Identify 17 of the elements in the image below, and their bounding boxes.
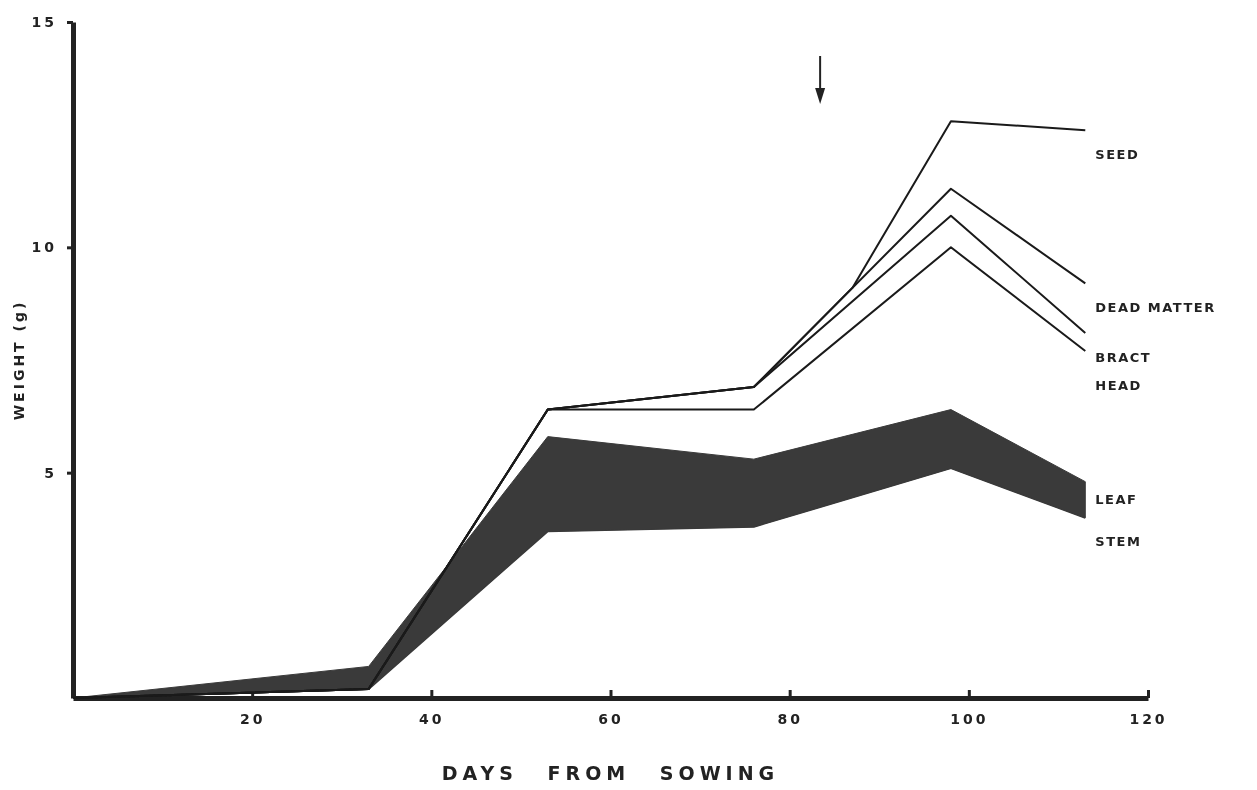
series-label: LEAF	[1095, 492, 1138, 508]
x-tick-label: 20	[239, 710, 266, 727]
y-tick-label: 15	[31, 13, 57, 30]
x-tick-label: 120	[1129, 710, 1168, 727]
series-label: STEM	[1095, 534, 1142, 550]
x-axis-title: DAYS FROM SOWING	[441, 762, 780, 784]
x-tick-label: 100	[950, 710, 989, 727]
y-axis-title: WEIGHT (g)	[11, 299, 27, 421]
x-tick-label: 40	[419, 710, 445, 727]
x-tick-label: 80	[777, 710, 803, 727]
y-tick-label: 10	[31, 239, 57, 256]
series-label: DEAD MATTER	[1095, 299, 1216, 315]
text: HEAD	[1095, 377, 1142, 393]
x-tick-label: 60	[598, 710, 624, 727]
y-tick-label: 5	[44, 464, 57, 481]
series-label: BRACT	[1095, 349, 1152, 365]
series-label: SEED	[1095, 146, 1140, 162]
